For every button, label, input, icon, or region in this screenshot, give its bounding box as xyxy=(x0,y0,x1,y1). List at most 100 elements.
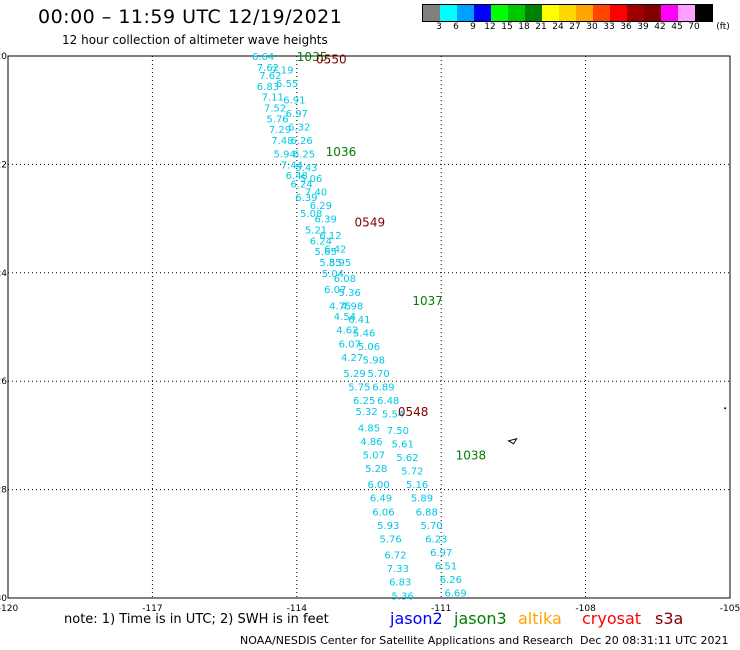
data-point-label: 4.75 xyxy=(329,301,351,312)
data-point-label: 5.89 xyxy=(411,494,433,505)
x-tick-label: -108 xyxy=(575,604,596,614)
color-scale-label: 6 xyxy=(453,22,459,32)
color-scale-label: 3 xyxy=(436,22,442,32)
data-point-label: 6.08 xyxy=(334,274,356,285)
data-point-label: 6.26 xyxy=(290,136,312,147)
pass-annotation: 1037 xyxy=(412,294,443,308)
data-point-label: 6.26 xyxy=(440,575,462,586)
data-point-label: 6.97 xyxy=(286,109,308,120)
color-swatch xyxy=(542,5,559,21)
data-point-label: 6.83 xyxy=(257,82,279,93)
note-text: note: 1) Time is in UTC; 2) SWH is in fe… xyxy=(64,612,329,627)
x-tick-label: -105 xyxy=(720,604,740,614)
data-point-label: 7.62 xyxy=(259,71,281,82)
plot-frame xyxy=(7,55,731,599)
color-scale-label: 39 xyxy=(637,22,649,32)
x-tick-label: -114 xyxy=(287,604,308,614)
data-point-label: 6.64 xyxy=(252,52,274,63)
data-point-label: 7.48 xyxy=(271,136,293,147)
data-point-label: 6.07 xyxy=(339,339,361,350)
color-swatch xyxy=(508,5,525,21)
y-tick-label: -26 xyxy=(0,377,7,387)
color-swatch xyxy=(644,5,661,21)
data-point-label: 5.06 xyxy=(358,342,380,353)
data-point-label: 6.00 xyxy=(367,480,389,491)
data-point-label: 5.08 xyxy=(300,209,322,220)
data-point-label: 6.32 xyxy=(288,122,310,133)
data-point-label: 6.06 xyxy=(372,507,394,518)
color-swatch xyxy=(440,5,457,21)
legend-item-cryosat: cryosat xyxy=(582,609,642,628)
pass-annotation: 0550 xyxy=(316,53,347,67)
data-point-label: 4.85 xyxy=(358,423,380,434)
data-point-label: 6.55 xyxy=(276,79,298,90)
pass-annotation: 1036 xyxy=(326,145,357,159)
data-point-label: 6.83 xyxy=(389,578,411,589)
color-scale-label: 36 xyxy=(620,22,632,32)
data-point-label: 6.39 xyxy=(295,193,317,204)
color-swatch xyxy=(678,5,695,21)
data-point-label: 7.40 xyxy=(305,188,327,199)
island-dot xyxy=(724,407,727,410)
color-scale-label: 24 xyxy=(552,22,564,32)
color-swatch xyxy=(695,5,712,21)
data-point-label: 5.29 xyxy=(343,369,365,380)
legend-item-altika: altika xyxy=(518,609,562,628)
data-point-label: 6.48 xyxy=(377,396,399,407)
data-point-label: 7.29 xyxy=(269,125,291,136)
color-swatch xyxy=(457,5,474,21)
color-swatch xyxy=(593,5,610,21)
color-scale-bar xyxy=(422,4,713,22)
data-point-label: 5.98 xyxy=(363,356,385,367)
data-point-label: 6.91 xyxy=(283,95,305,106)
data-point-label: 7.11 xyxy=(262,93,284,104)
data-point-label: 5.36 xyxy=(392,591,414,602)
color-swatch xyxy=(474,5,491,21)
color-scale-label: 30 xyxy=(586,22,598,32)
color-scale-label: 21 xyxy=(535,22,547,32)
data-point-label: 6.12 xyxy=(319,231,341,242)
data-point-label: 5.32 xyxy=(355,407,377,418)
data-point-label: 5.72 xyxy=(401,467,423,478)
data-point-label: 5.76 xyxy=(380,534,402,545)
color-scale-label: 18 xyxy=(518,22,530,32)
color-scale-label: 9 xyxy=(470,22,476,32)
x-tick-label: -120 xyxy=(0,604,18,614)
data-point-label: 7.33 xyxy=(387,564,409,575)
data-point-label: 5.85 xyxy=(319,258,341,269)
data-point-label: 5.62 xyxy=(396,453,418,464)
data-point-label: 4.27 xyxy=(341,353,363,364)
y-tick-label: -30 xyxy=(0,594,7,604)
pass-annotation: 1035 xyxy=(297,50,328,64)
x-tick-label: -117 xyxy=(142,604,162,614)
y-tick-label: -20 xyxy=(0,52,7,62)
color-swatch xyxy=(627,5,644,21)
data-point-label: 6.24 xyxy=(310,236,332,247)
data-point-label: 5.16 xyxy=(406,480,428,491)
pass-annotation: 1038 xyxy=(456,448,487,462)
data-point-label: 7.44 xyxy=(281,160,303,171)
data-point-label: 5.43 xyxy=(295,163,317,174)
data-point-label: 5.46 xyxy=(353,328,375,339)
data-point-label: 5.94 xyxy=(274,150,296,161)
pass-annotation: 0549 xyxy=(355,215,386,229)
data-point-label: 7.62 xyxy=(257,63,279,74)
data-point-label: 4.86 xyxy=(360,437,382,448)
color-swatch xyxy=(525,5,542,21)
color-scale-label: 45 xyxy=(671,22,683,32)
color-swatch xyxy=(559,5,576,21)
footer-org: NOAA/NESDIS Center for Satellite Applica… xyxy=(240,634,574,647)
data-point-label: 6.25 xyxy=(293,150,315,161)
data-point-label: 6.49 xyxy=(370,494,392,505)
data-point-label: 6.24 xyxy=(290,179,312,190)
data-point-label: 5.21 xyxy=(305,225,327,236)
chart-subtitle: 12 hour collection of altimeter wave hei… xyxy=(62,33,328,47)
color-scale-label: 27 xyxy=(569,22,581,32)
data-point-label: 6.29 xyxy=(310,201,332,212)
data-point-label: 5.04 xyxy=(322,269,344,280)
color-scale-label: 33 xyxy=(603,22,615,32)
y-tick-label: -24 xyxy=(0,269,7,279)
data-point-label: 5.76 xyxy=(266,114,288,125)
data-point-label: 7.52 xyxy=(264,103,286,114)
